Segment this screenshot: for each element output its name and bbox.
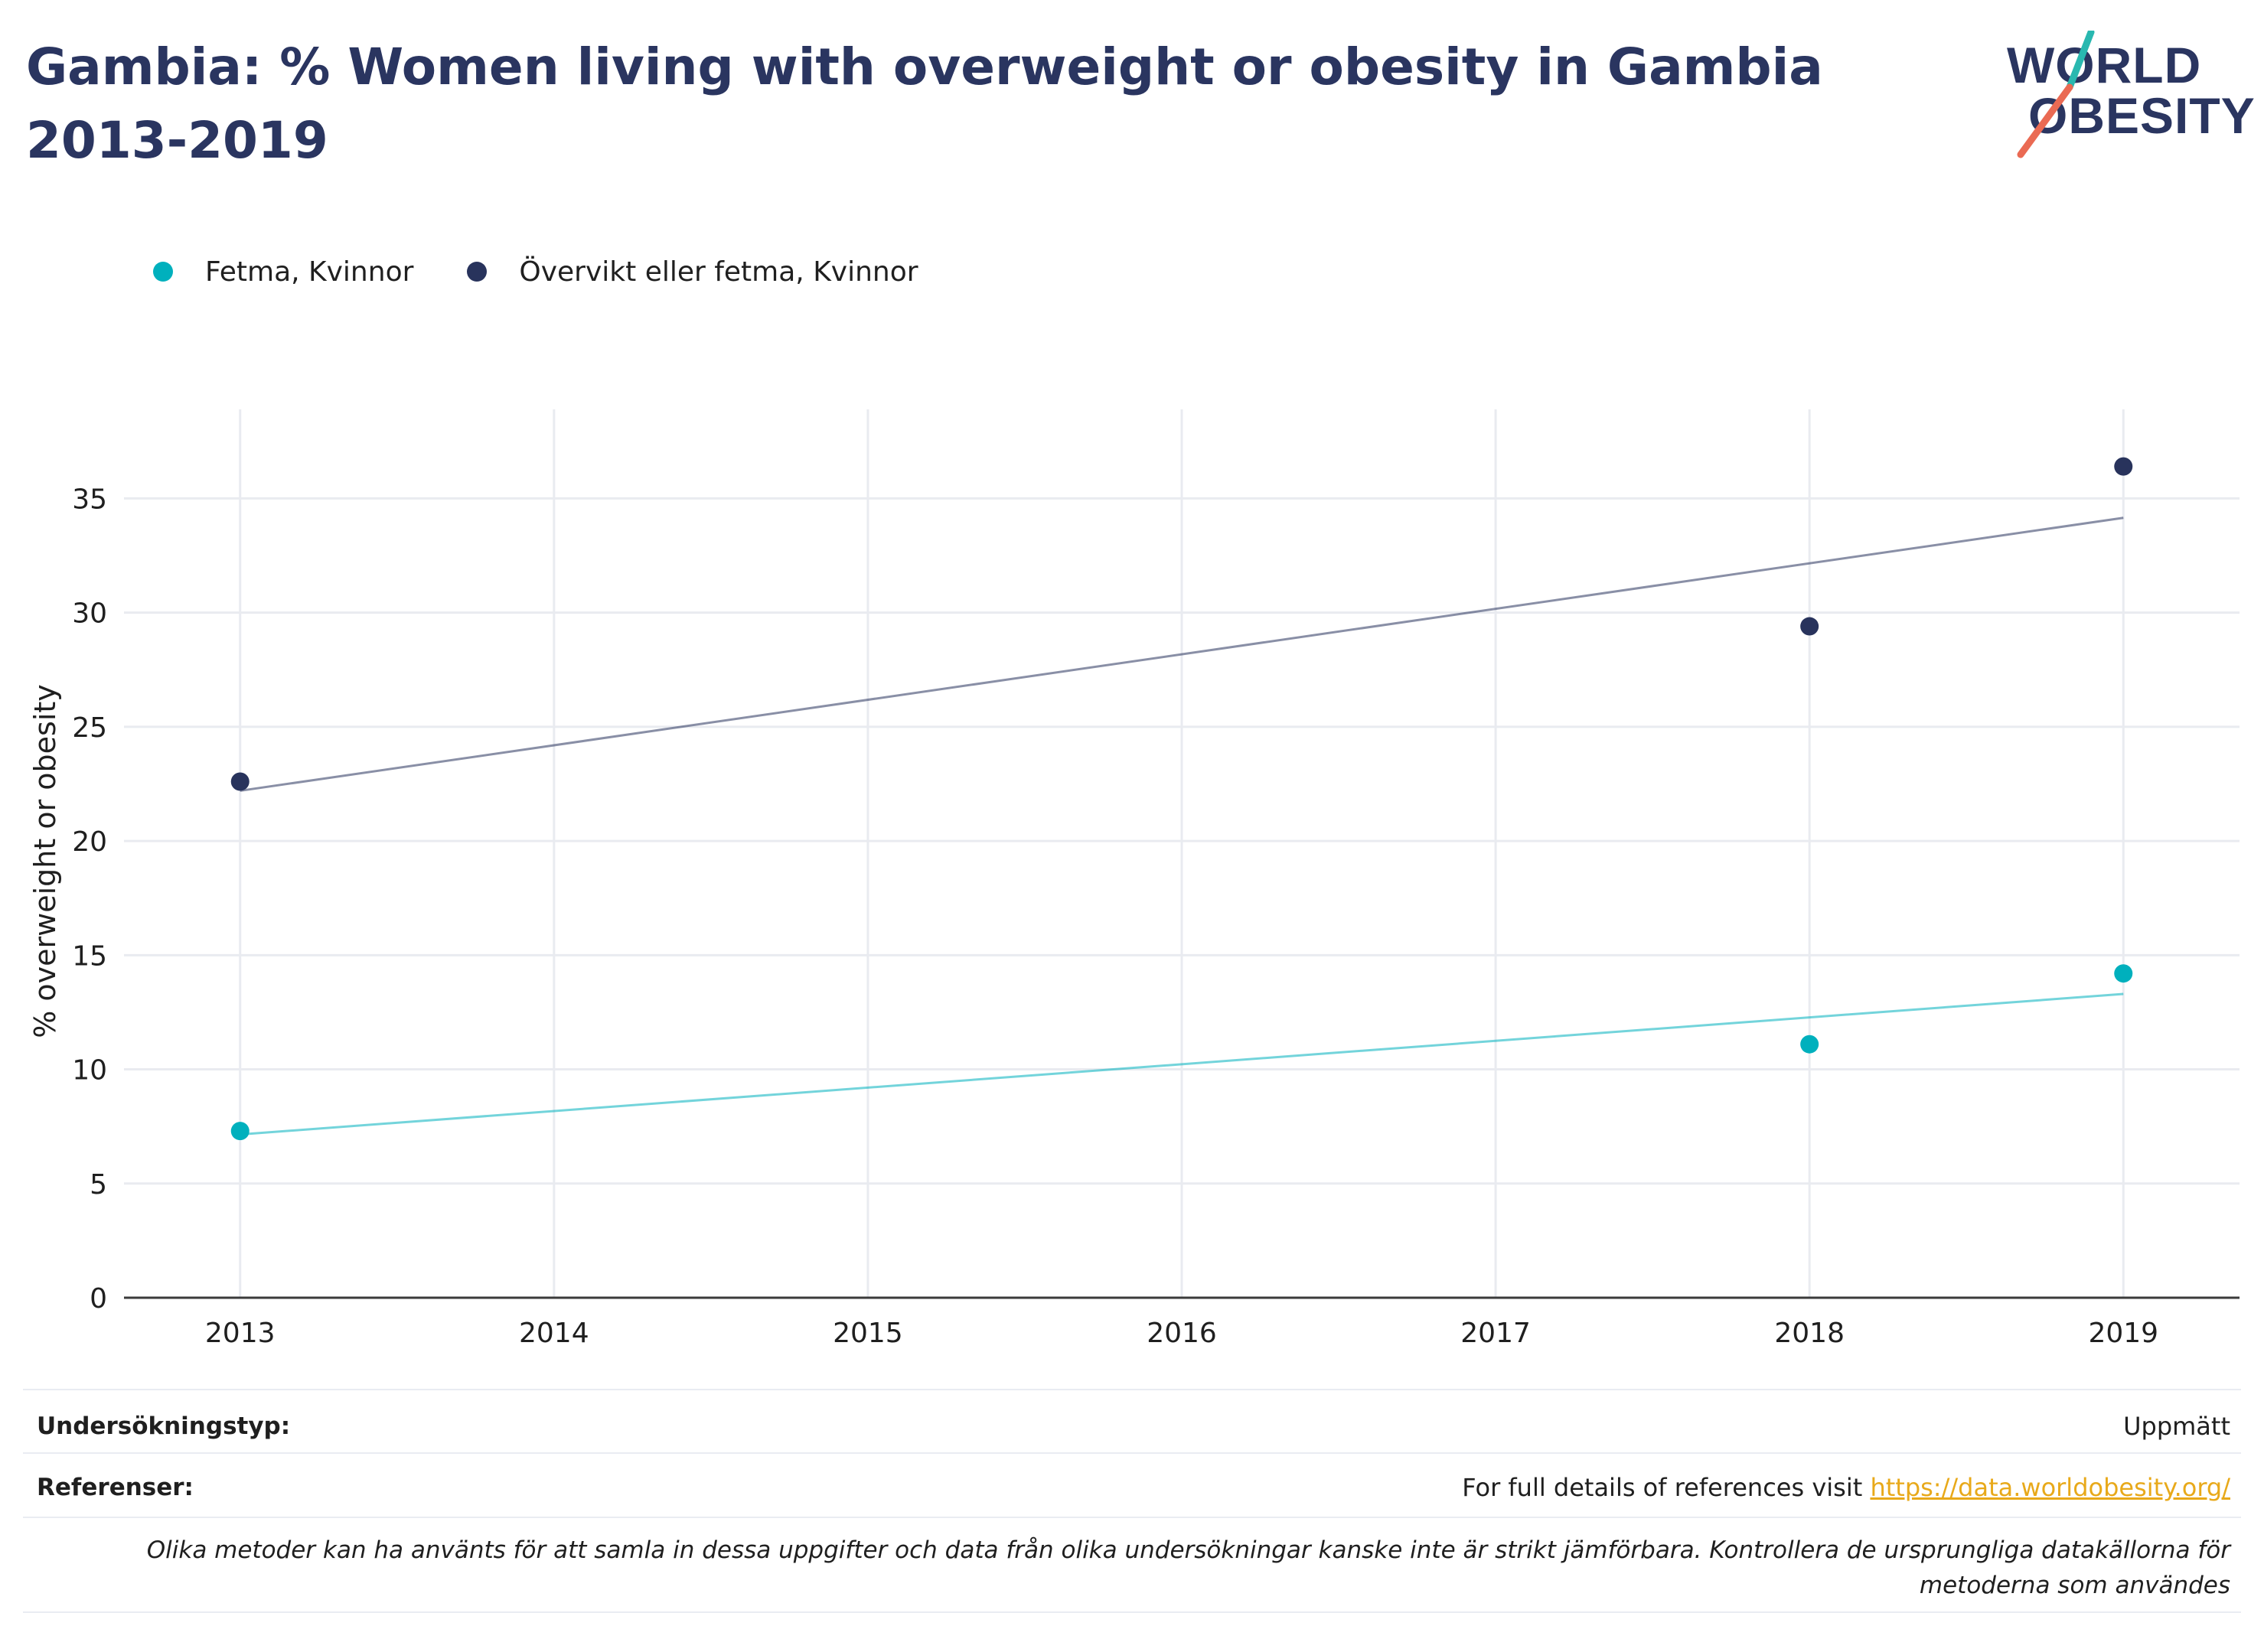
data-point[interactable] (1800, 617, 1819, 636)
legend-marker-overvikt (467, 262, 488, 282)
chart-legend: Fetma, Kvinnor Övervikt eller fetma, Kvi… (153, 253, 972, 291)
legend-label-fetma: Fetma, Kvinnor (205, 256, 414, 288)
x-tick-label: 2013 (205, 1318, 276, 1349)
chart-plot-area: 0 5 10 15 20 25 30 35 2013 2014 2015 2016 2017 2018 20… (28, 409, 2240, 1349)
x-tick-label: 2015 (833, 1318, 903, 1349)
data-point[interactable] (230, 772, 250, 791)
x-tick-label: 2016 (1147, 1318, 1217, 1349)
y-tick-label: 35 (72, 484, 107, 515)
x-tick-label: 2018 (1774, 1318, 1845, 1349)
references-link[interactable]: https://data.worldobesity.org/ (1870, 1473, 2230, 1502)
legend-item-overvikt[interactable]: Övervikt eller fetma, Kvinnor (467, 256, 918, 288)
x-tick-label: 2017 (1460, 1318, 1531, 1349)
survey-type-label: Undersökningstyp: (37, 1413, 291, 1440)
references-label: Referenser: (37, 1474, 194, 1501)
footer-references-row: Referenser: For full details of referenc… (37, 1468, 2230, 1507)
data-point[interactable] (2114, 457, 2133, 476)
y-tick-label: 15 (72, 940, 107, 972)
y-tick-label: 25 (72, 712, 107, 744)
y-tick-label: 20 (72, 826, 107, 858)
footer-divider (23, 1452, 2241, 1454)
legend-label-overvikt: Övervikt eller fetma, Kvinnor (519, 256, 918, 288)
y-tick-label: 5 (90, 1169, 107, 1201)
y-tick-label: 30 (72, 598, 107, 630)
chart-title: Gambia: % Women living with overweight o… (26, 37, 1823, 170)
survey-type-value: Uppmätt (2123, 1412, 2230, 1441)
legend-marker-fetma (153, 262, 173, 282)
legend-item-fetma[interactable]: Fetma, Kvinnor (153, 256, 413, 288)
trend-line (240, 992, 2124, 1136)
x-tick-label: 2019 (2088, 1318, 2158, 1349)
data-point[interactable] (1800, 1035, 1819, 1054)
x-tick-label: 2014 (519, 1318, 589, 1349)
methodology-note: Olika metoder kan ha använts för att sam… (146, 1536, 2230, 1599)
y-axis-title: % overweight or obesity (28, 684, 62, 1038)
footer-divider (23, 1517, 2241, 1518)
references-text: For full details of references visit htt… (1462, 1473, 2230, 1502)
references-prefix: For full details of references visit (1462, 1473, 1871, 1502)
world-obesity-logo: WORLD OBESITY (1990, 31, 2255, 168)
trend-line (240, 516, 2124, 792)
y-tick-label: 10 (72, 1055, 107, 1087)
logo-line-1: WORLD (2007, 37, 2202, 93)
footer-divider (23, 1611, 2241, 1613)
logo-slash-icon (2017, 31, 2095, 158)
footer-divider (23, 1389, 2241, 1390)
y-tick-label: 0 (90, 1283, 107, 1315)
data-point[interactable] (230, 1122, 250, 1141)
footer-survey-row: Undersökningstyp: Uppmätt (37, 1406, 2230, 1446)
logo-line-2: OBESITY (2028, 87, 2256, 144)
data-point[interactable] (2114, 964, 2133, 983)
